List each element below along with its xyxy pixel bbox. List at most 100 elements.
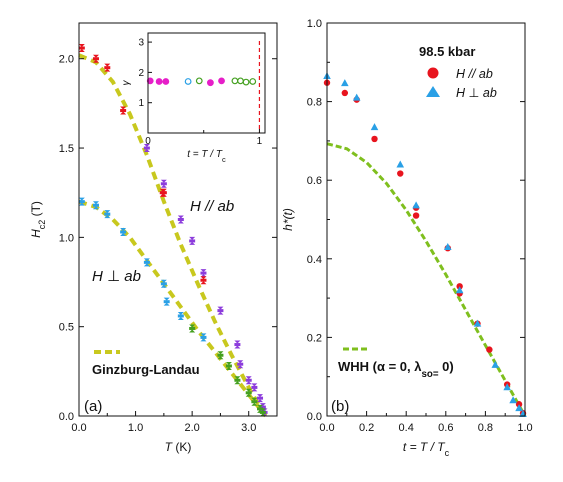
data-point-body [245,378,252,382]
inset-data-point [195,77,203,85]
panel-a-y-tick-label: 1.0 [59,232,74,244]
data-point-error-bar [120,228,127,237]
panel-b-x-tick-label: 1.0 [517,422,532,434]
data-point-error-bar [163,297,170,306]
data-point-perpendicular [200,333,207,342]
data-point-error-bar [245,376,252,385]
data-point-body [189,239,196,243]
data-point-body [120,230,127,234]
data-point-h-parallel [397,170,404,177]
data-point-error-bar [245,388,252,397]
data-point-body [160,191,167,195]
panel-a-x-axis-label: T (K) [165,440,192,454]
data-point-perpendicular [217,351,224,360]
data-point-perpendicular [78,197,85,206]
data-point-h-perp [503,383,511,391]
data-point-parallel [234,340,241,349]
data-point-perpendicular [163,297,170,306]
data-point-body [104,66,111,70]
data-point-h-parallel [486,346,493,353]
data-point-h-parallel [371,135,378,143]
data-point-parallel [217,306,224,315]
data-point-error-bar [92,201,99,210]
data-point-error-bar [92,54,99,63]
inset-data-point [162,78,170,85]
panel-a-x-tick-label: 0.0 [71,422,86,434]
data-point-parallel [160,179,167,188]
data-point-parallel [177,215,184,224]
data-point-body [78,200,85,204]
data-point-perpendicular [160,279,167,288]
data-point-body [234,343,241,347]
panel-a-y-tick-label: 0.5 [59,322,74,334]
panel-b-y-tick-label: 0.2 [307,332,322,344]
data-point-body [259,405,266,409]
panel-a-label: (a) [84,398,102,415]
data-point-body [143,146,150,150]
data-point-h-perp [455,286,464,294]
inset-data-point [249,78,257,85]
data-point-body [200,335,207,339]
data-point-parallel [200,276,207,285]
data-point-body [92,203,99,207]
data-point-h-parallel [412,212,420,219]
annotation-h-parallel-ab: H // ab [190,198,234,215]
data-point-perpendicular [143,258,150,267]
data-point-body [259,410,266,414]
data-point-body [160,282,167,286]
data-point-error-bar [104,63,111,72]
data-point-error-bar [259,408,266,417]
panel-b-x-tick-label: 0.2 [359,422,374,434]
data-point-error-bar [251,397,258,406]
data-point-h-perp [473,319,482,327]
data-point-perpendicular [225,361,232,370]
data-point-error-bar [189,324,196,333]
data-point-body [143,260,150,264]
panel-a-y-tick-label: 2.0 [59,54,74,66]
inset-data-point [206,79,214,87]
data-point-error-bar [234,340,241,349]
data-point-error-bar [160,188,167,197]
panel-b-x-tick-label: 0.6 [438,422,453,434]
data-point-body [245,391,252,395]
panel-a-y-tick-label: 1.5 [59,143,74,155]
data-point-body [189,326,196,330]
whh-fit-line [326,142,527,417]
data-point-perpendicular [259,408,266,417]
inset-data-point [146,77,154,85]
data-point-body [120,109,127,113]
data-point-error-bar [160,179,167,188]
panel-b-y-axis-label: h*(t) [281,208,295,231]
data-point-parallel [245,376,252,385]
data-point-error-bar [257,394,264,403]
data-point-body [251,385,258,389]
data-point-body [177,218,184,221]
data-point-body [200,278,207,282]
panel-a-y-axis-label: Hc2 (T) [29,201,47,238]
inset-x-tick-label: 0 [145,136,151,147]
panel-b-y-tick-label: 0.4 [307,254,322,266]
inset-gamma-plot: 0 1 1 2 3 t = T / Tc γ [121,32,266,164]
data-point-error-bar [237,360,244,369]
data-point-error-bar [160,279,167,288]
panel-b-y-tick-label: 1.0 [307,18,322,30]
data-point-error-bar [251,383,258,392]
data-point-h-perp [412,201,420,209]
data-point-error-bar [177,215,184,224]
inset-x-axis-label: t = T / Tc [187,149,226,164]
data-point-h-perp [509,396,517,404]
inset-data-point [218,77,225,85]
data-point-error-bar [189,236,196,245]
panel-b-x-tick-label: 0.0 [319,422,334,434]
data-point-parallel [200,269,207,278]
data-point-error-bar [78,197,85,206]
data-point-h-perp [491,360,500,368]
data-point-h-perp [443,243,452,251]
inset-y-tick-label: 2 [138,68,144,79]
data-point-parallel [104,63,111,72]
data-point-perpendicular [251,397,258,406]
panel-a-frame [78,22,278,417]
data-point-error-bar [200,276,207,285]
data-point-perpendicular [120,228,127,237]
data-point-error-bar [217,306,224,315]
